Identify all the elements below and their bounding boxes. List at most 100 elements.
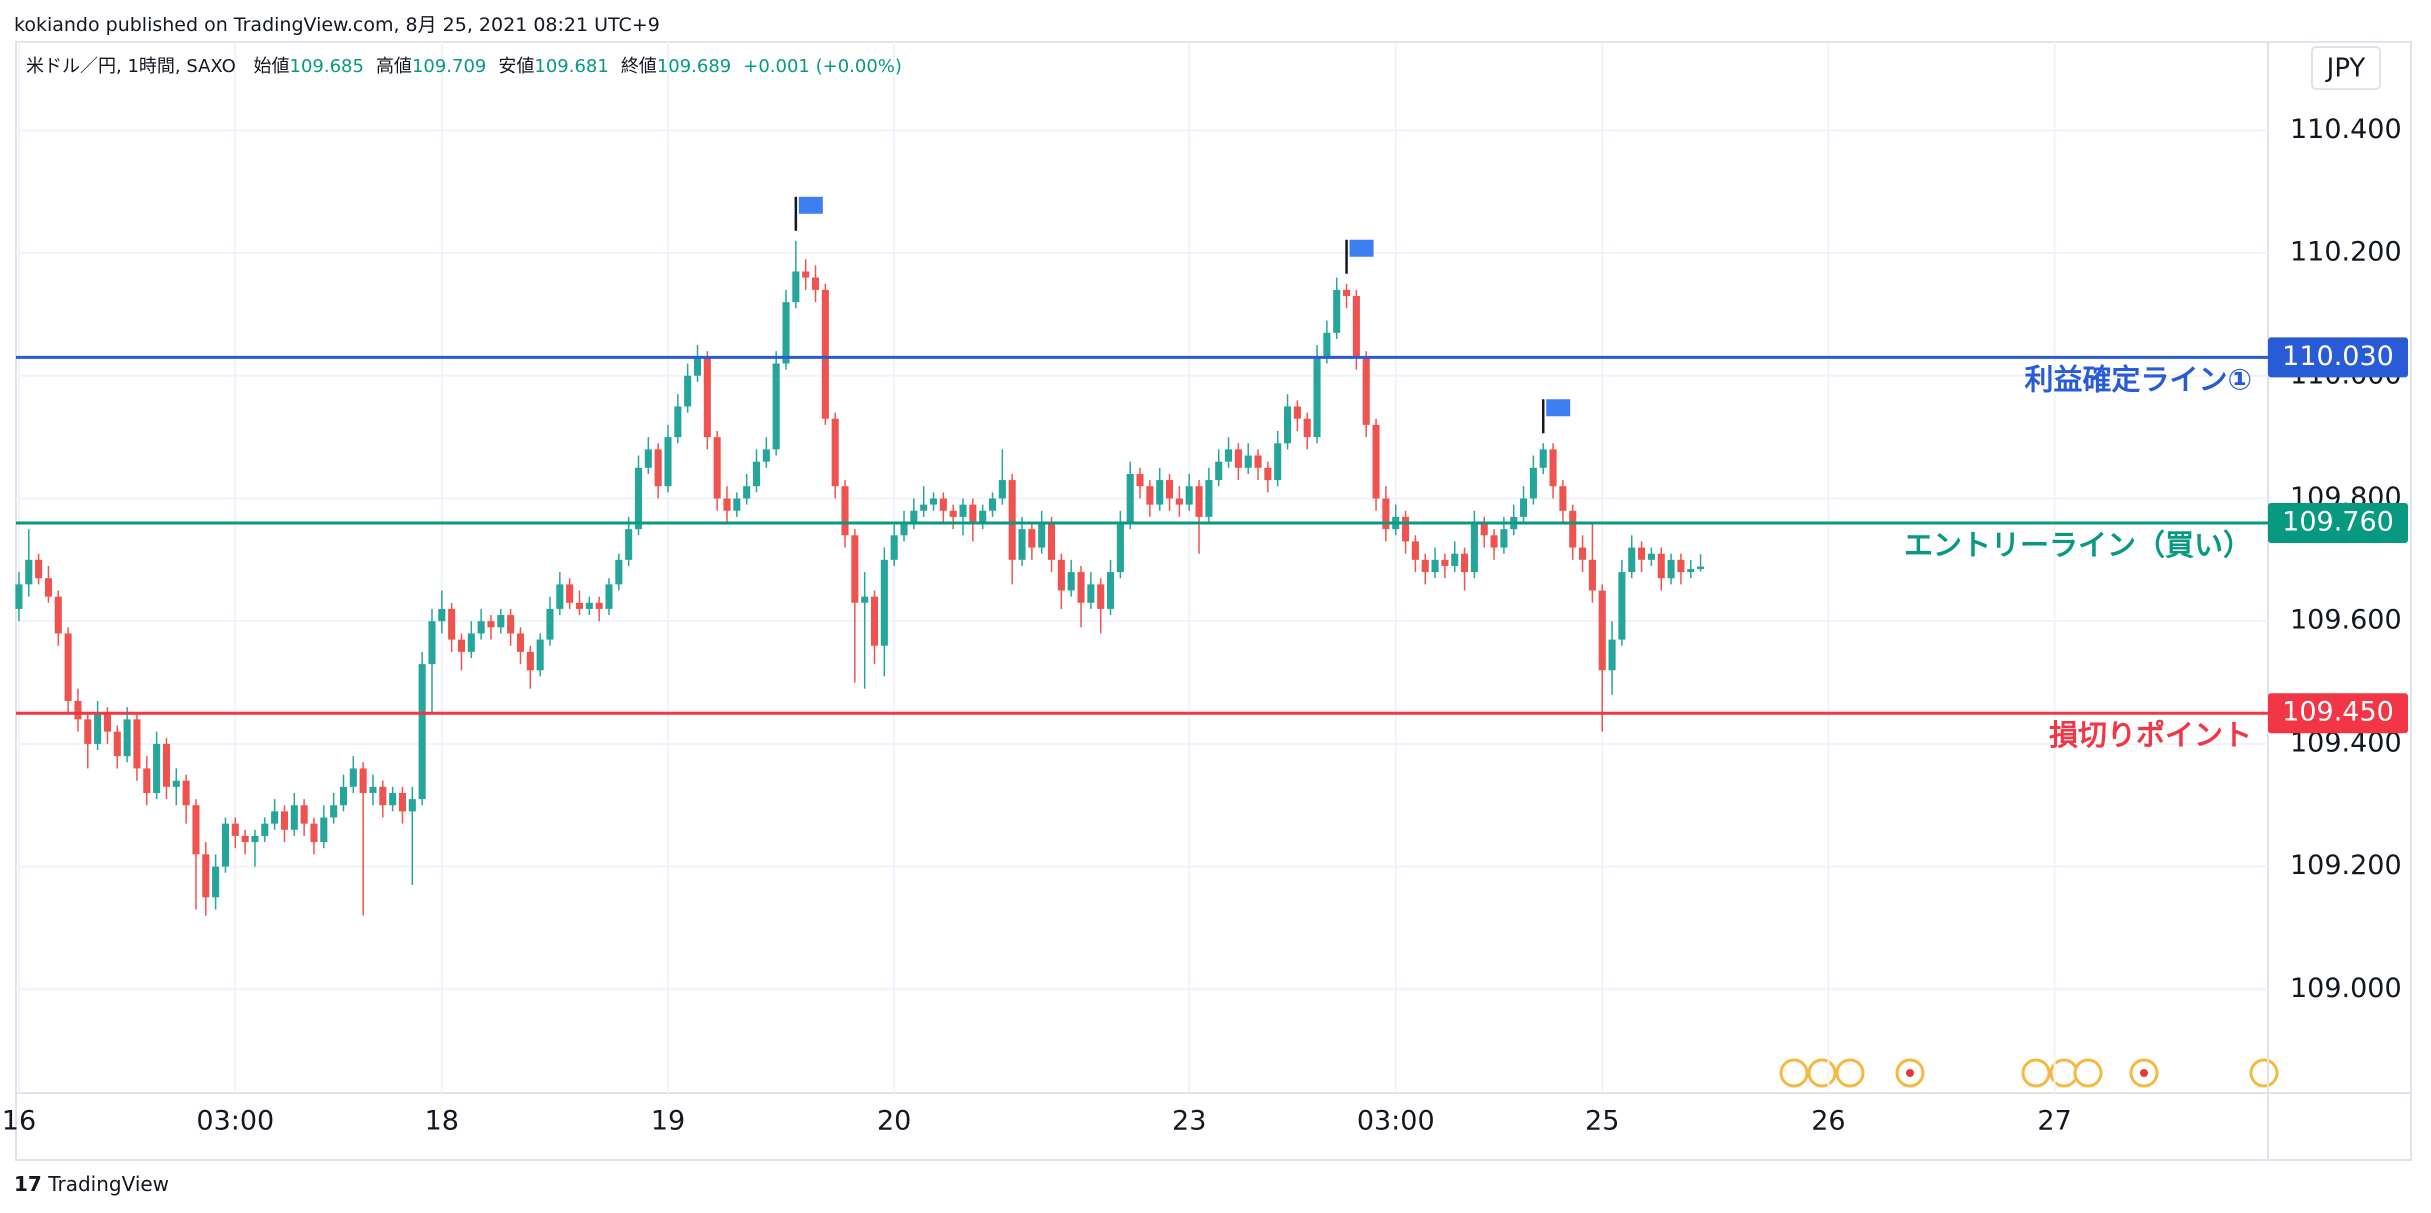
candle-body bbox=[1126, 473, 1134, 524]
candle-body bbox=[1264, 467, 1272, 481]
candle-body bbox=[1657, 553, 1665, 579]
x-tick-label: 26 bbox=[1811, 1106, 1845, 1137]
candle-body bbox=[231, 823, 239, 836]
candle-body bbox=[1677, 559, 1685, 573]
candle-body bbox=[615, 559, 623, 585]
candles bbox=[15, 240, 1705, 916]
candle-body bbox=[1234, 449, 1242, 468]
candle-body bbox=[330, 805, 338, 818]
candle-body bbox=[1067, 572, 1075, 591]
line-label: 利益確定ライン① bbox=[2024, 362, 2252, 396]
candle-body bbox=[634, 467, 643, 530]
candle-body bbox=[74, 700, 82, 720]
candle-body bbox=[1165, 480, 1174, 499]
candle-body bbox=[398, 792, 407, 812]
candle-body bbox=[182, 780, 190, 806]
candle-body bbox=[1598, 590, 1606, 671]
candle-body bbox=[929, 498, 938, 505]
candle-body bbox=[1461, 553, 1469, 573]
candle-body bbox=[320, 817, 328, 843]
candle-body bbox=[44, 578, 52, 597]
candle-body bbox=[1362, 357, 1370, 425]
candle-body bbox=[566, 584, 574, 603]
candle-body bbox=[113, 731, 121, 757]
x-tick-label: 19 bbox=[651, 1106, 685, 1137]
legend-value: 109.685 bbox=[289, 56, 364, 77]
candle-body bbox=[1028, 529, 1036, 548]
candle-body bbox=[752, 461, 761, 487]
ohlc-legend: 米ドル／円, 1時間, SAXO 始値109.685 高値109.709 安値109… bbox=[26, 52, 914, 78]
x-tick-label: 18 bbox=[425, 1106, 459, 1137]
candle-body bbox=[654, 449, 662, 487]
candle-body bbox=[713, 437, 721, 499]
candle-body bbox=[792, 271, 800, 303]
candle-body bbox=[1579, 547, 1587, 560]
candle-body bbox=[1411, 541, 1419, 560]
publisher: kokiando published on TradingView.com, 8… bbox=[14, 14, 660, 36]
legend-value: 109.681 bbox=[534, 56, 609, 77]
candle-body bbox=[1490, 535, 1498, 548]
candle-body bbox=[241, 835, 249, 843]
candle-body bbox=[1421, 559, 1429, 573]
candle-body bbox=[261, 823, 269, 836]
candle-body bbox=[1018, 529, 1026, 560]
candle-body bbox=[811, 277, 820, 290]
candle-body bbox=[900, 523, 908, 536]
event-icon bbox=[1807, 1058, 1837, 1088]
candle-body bbox=[94, 713, 102, 744]
candle-body bbox=[802, 271, 810, 278]
candle-body bbox=[1057, 559, 1065, 591]
candle-body bbox=[202, 854, 210, 898]
candle-body bbox=[998, 480, 1006, 499]
candle-body bbox=[821, 289, 829, 419]
candle-body bbox=[1372, 424, 1380, 499]
candle-body bbox=[1323, 332, 1331, 358]
legend-label: 始値 bbox=[253, 56, 290, 77]
candle-body bbox=[1274, 443, 1282, 481]
candle-body bbox=[497, 615, 505, 628]
candle-body bbox=[674, 406, 682, 438]
candle-body bbox=[1303, 418, 1311, 438]
candle-body bbox=[723, 498, 731, 511]
candle-body bbox=[1313, 357, 1321, 438]
x-tick-label: 27 bbox=[2037, 1106, 2071, 1137]
candle-body bbox=[1687, 569, 1695, 573]
candle-body bbox=[743, 486, 751, 499]
candle-body bbox=[979, 510, 987, 524]
candle-body bbox=[693, 357, 702, 376]
candle-body bbox=[684, 375, 692, 407]
candle-body bbox=[575, 602, 584, 609]
candle-body bbox=[1559, 486, 1567, 511]
candle-body bbox=[703, 357, 711, 438]
candle-body bbox=[1520, 498, 1528, 517]
candle-body bbox=[585, 602, 593, 609]
x-tick-label: 20 bbox=[877, 1106, 911, 1137]
candle-body bbox=[939, 498, 947, 511]
candle-body bbox=[644, 449, 652, 468]
candle-body bbox=[359, 768, 367, 793]
candle-body bbox=[1529, 467, 1537, 499]
candle-body bbox=[831, 418, 839, 487]
candle-body bbox=[25, 559, 33, 585]
candle-body bbox=[280, 811, 289, 830]
candle-body bbox=[271, 811, 279, 824]
candle-body bbox=[1470, 523, 1478, 573]
candle-body bbox=[54, 596, 62, 634]
candle-body bbox=[762, 449, 770, 462]
logo-mark: 17 bbox=[14, 1172, 42, 1196]
candle-body bbox=[969, 504, 977, 524]
candle-body bbox=[212, 866, 220, 898]
candle-body bbox=[1224, 449, 1233, 462]
y-tick-label: 110.200 bbox=[2290, 237, 2402, 268]
candle-body bbox=[1254, 455, 1262, 468]
candle-body bbox=[1047, 523, 1056, 560]
event-icon bbox=[1835, 1058, 1865, 1088]
x-tick-label: 25 bbox=[1585, 1106, 1619, 1137]
candle-body bbox=[949, 510, 957, 517]
candle-body bbox=[880, 559, 888, 646]
candle-body bbox=[1618, 572, 1626, 640]
legend-change: +0.001 (+0.00%) bbox=[743, 56, 902, 77]
candle-body bbox=[221, 823, 230, 867]
candle-body bbox=[1480, 523, 1488, 536]
